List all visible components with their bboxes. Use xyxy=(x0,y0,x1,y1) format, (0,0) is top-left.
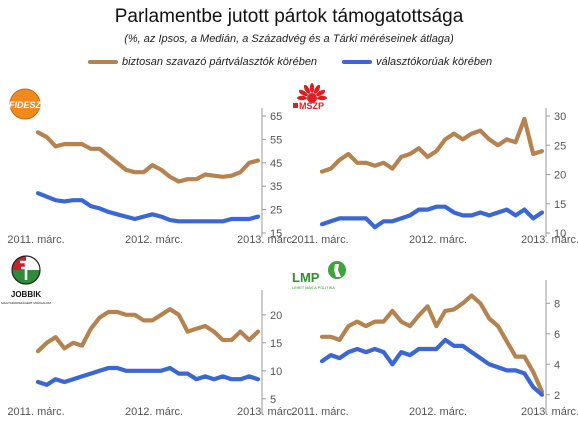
chart-subtitle: (%, az Ipsos, a Medián, a Századvég és a… xyxy=(124,33,454,45)
y-tick-label: 4 xyxy=(554,359,560,371)
jobbik-logo-subtext: MAGYARORSZÁGÉRT MOZGALOM xyxy=(1,300,51,305)
lmp-logo-text: LMP xyxy=(292,270,320,285)
mszp-logo-text: MSZP xyxy=(299,101,324,111)
jobbik-logo: JOBBIK MAGYARORSZÁGÉRT MOZGALOM xyxy=(1,255,51,305)
y-tick-label: 35 xyxy=(270,181,282,193)
panel-lmp: 2 4 6 8 2011. márc. 2012. márc. 2013. márc. xyxy=(291,280,578,418)
y-tick-label: 25 xyxy=(554,140,566,152)
y-tick-label: 65 xyxy=(270,111,282,123)
x-tick-label: 2012. márc. xyxy=(409,406,467,418)
fidesz-logo: FIDESZ xyxy=(9,88,42,120)
jobbik-logo-text: JOBBIK xyxy=(11,290,41,299)
legend-item-likely-voters: biztosan szavazó pártválasztók körében xyxy=(88,54,317,70)
y-tick-label: 45 xyxy=(270,158,282,170)
legend-item-all-voters: választókorúak körében xyxy=(342,54,492,70)
series-line-all-voters xyxy=(35,365,261,387)
series-line-likely-voters xyxy=(35,307,261,354)
y-tick-label: 5 xyxy=(270,394,276,406)
lmp-logo-subtext: LEHET MÁS A POLITIKA xyxy=(292,286,335,290)
x-tick-label: 2013. márc. xyxy=(237,406,295,418)
series-line-likely-voters xyxy=(319,116,545,174)
panel-mszp: 10 15 20 25 30 2011. márc. 2012. márc. 2013. má… xyxy=(291,108,578,246)
series-line-likely-voters xyxy=(35,130,261,184)
x-tick-label: 2011. márc. xyxy=(7,234,64,246)
y-tick-label: 15 xyxy=(270,338,282,350)
legend-swatch-brown xyxy=(88,60,118,64)
y-tick-label: 10 xyxy=(554,228,566,240)
legend-swatch-blue xyxy=(342,60,372,64)
x-tick-label: 2011. márc. xyxy=(291,406,348,418)
x-tick-label: 2013. márc. xyxy=(521,406,578,418)
mszp-logo: MSZP xyxy=(293,83,327,111)
y-tick-label: 55 xyxy=(270,134,282,146)
y-tick-label: 15 xyxy=(270,228,282,240)
chart-title: Parlamentbe jutott pártok támogatottsága xyxy=(114,6,464,27)
x-tick-label: 2011. márc. xyxy=(291,234,348,246)
x-tick-label: 2012. márc. xyxy=(409,234,467,246)
y-tick-label: 15 xyxy=(554,199,566,211)
panel-fidesz: 15 25 35 45 55 65 2011. márc. 2012. márc. 2013. … xyxy=(7,108,295,246)
x-tick-label: 2012. márc. xyxy=(125,406,183,418)
series-line-likely-voters xyxy=(319,293,545,394)
x-tick-label: 2013. márc. xyxy=(521,234,578,246)
fidesz-logo-text: FIDESZ xyxy=(9,100,42,110)
series-line-all-voters xyxy=(35,191,261,224)
series-line-all-voters xyxy=(319,204,545,230)
y-tick-label: 10 xyxy=(270,366,282,378)
y-tick-label: 2 xyxy=(554,390,560,402)
y-tick-label: 20 xyxy=(554,170,566,182)
series-line-all-voters xyxy=(319,337,545,397)
lmp-logo: LMP LEHET MÁS A POLITIKA xyxy=(292,261,346,290)
y-tick-label: 30 xyxy=(554,111,566,123)
x-tick-label: 2011. márc. xyxy=(7,406,64,418)
y-tick-label: 20 xyxy=(270,310,282,322)
x-tick-label: 2013. márc. xyxy=(237,234,295,246)
y-tick-label: 6 xyxy=(554,329,560,341)
y-tick-label: 25 xyxy=(270,205,282,217)
panel-jobbik: 5 10 15 20 2011. márc. 2012. márc. 2013. márc. xyxy=(7,290,295,418)
legend-label: biztosan szavazó pártválasztók körében xyxy=(122,56,318,68)
x-tick-label: 2012. márc. xyxy=(125,234,183,246)
y-tick-label: 8 xyxy=(554,298,560,310)
legend-label: választókorúak körében xyxy=(376,56,493,68)
